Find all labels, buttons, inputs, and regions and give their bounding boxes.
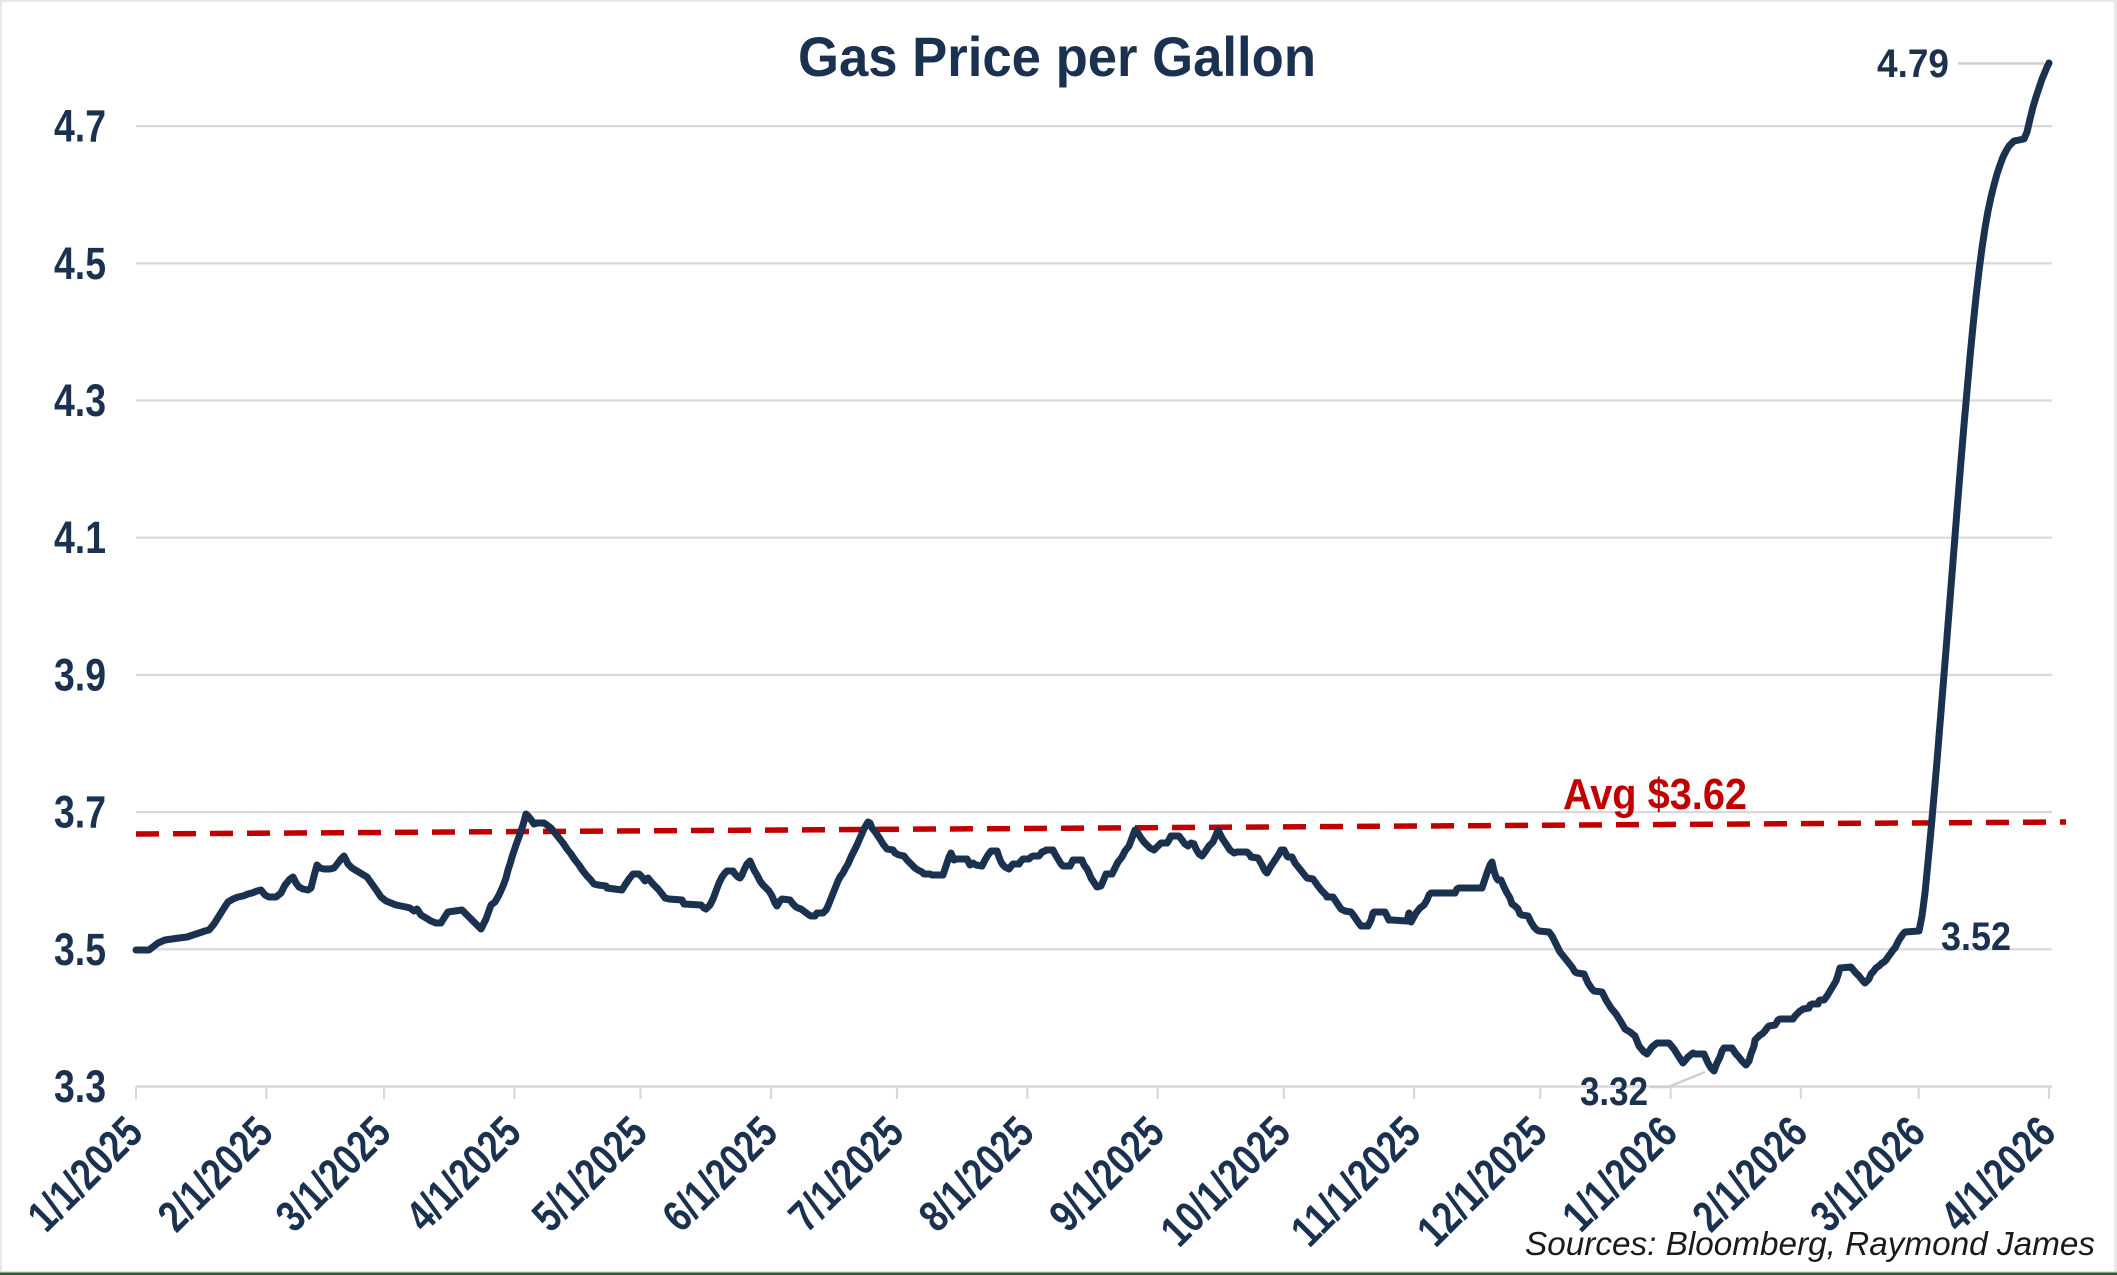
svg-text:4.7: 4.7 [54,101,106,152]
svg-text:4.79: 4.79 [1877,42,1949,86]
svg-text:3.9: 3.9 [54,649,106,700]
svg-text:4.3: 4.3 [54,375,106,426]
svg-text:3.3: 3.3 [54,1061,106,1112]
svg-text:Avg $3.62: Avg $3.62 [1563,770,1747,819]
svg-text:3.32: 3.32 [1580,1070,1648,1114]
svg-text:4.5: 4.5 [54,238,106,289]
svg-text:Sources: Bloomberg, Raymond Ja: Sources: Bloomberg, Raymond James [1525,1225,2095,1262]
svg-text:3.52: 3.52 [1941,915,2011,959]
svg-text:3.5: 3.5 [54,924,106,975]
svg-text:3.7: 3.7 [54,787,106,838]
svg-text:Gas Price per Gallon: Gas Price per Gallon [798,25,1316,88]
svg-text:4.1: 4.1 [54,512,106,563]
